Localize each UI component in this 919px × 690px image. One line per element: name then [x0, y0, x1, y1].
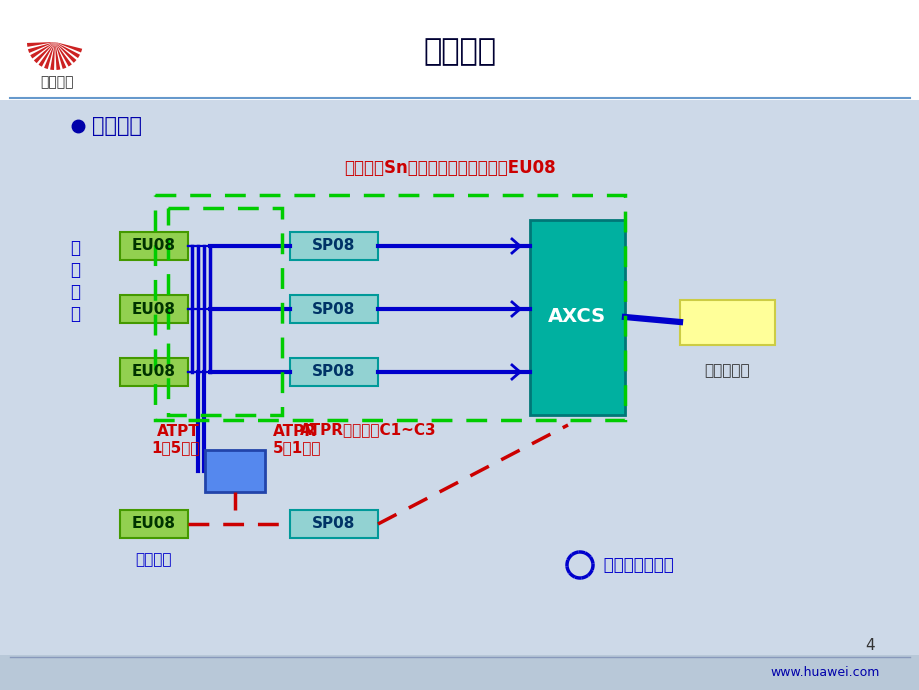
- Text: 1：5广播: 1：5广播: [152, 440, 199, 455]
- Bar: [289, 510, 378, 538]
- Bar: [289, 232, 378, 260]
- Text: www.huawei.com: www.huawei.com: [770, 665, 879, 678]
- Text: 保护过程: 保护过程: [92, 116, 142, 136]
- Bar: [289, 358, 378, 386]
- Wedge shape: [50, 42, 55, 70]
- Text: SP08: SP08: [312, 364, 356, 380]
- Text: 作: 作: [70, 261, 80, 279]
- Bar: [154, 195, 624, 420]
- Wedge shape: [27, 42, 55, 47]
- Bar: [168, 208, 282, 415]
- Bar: [0, 0, 919, 100]
- Text: SP08: SP08: [312, 239, 356, 253]
- Bar: [119, 232, 187, 260]
- Text: 位: 位: [70, 305, 80, 323]
- Text: EU08: EU08: [131, 302, 176, 317]
- Bar: [289, 295, 378, 323]
- Wedge shape: [55, 42, 80, 58]
- Text: 槽: 槽: [70, 283, 80, 301]
- Text: 华为技术: 华为技术: [40, 75, 74, 89]
- Bar: [119, 510, 187, 538]
- Text: EU08: EU08: [131, 517, 176, 531]
- Text: 5：1选收: 5：1选收: [273, 440, 321, 455]
- Bar: [205, 450, 265, 492]
- Bar: [119, 295, 187, 323]
- Bar: [529, 220, 624, 415]
- Text: 工: 工: [70, 239, 80, 257]
- Wedge shape: [55, 42, 76, 63]
- Text: 检测信号失效点: 检测信号失效点: [597, 556, 673, 574]
- Text: ATPR: ATPR: [273, 424, 317, 440]
- Text: 保护槽位: 保护槽位: [136, 552, 172, 567]
- Text: EU08: EU08: [131, 239, 176, 253]
- Wedge shape: [44, 42, 55, 69]
- Wedge shape: [55, 42, 82, 52]
- Wedge shape: [55, 42, 66, 69]
- Text: 4: 4: [864, 638, 874, 653]
- Wedge shape: [34, 42, 55, 63]
- Text: EU08: EU08: [131, 364, 176, 380]
- Wedge shape: [30, 42, 55, 59]
- Text: 保护原理: 保护原理: [423, 37, 496, 66]
- Wedge shape: [55, 42, 61, 70]
- Bar: [679, 300, 774, 345]
- Text: 倒换信号Sn广播发送到各工作槽位EU08: 倒换信号Sn广播发送到各工作槽位EU08: [344, 159, 555, 177]
- Bar: [119, 358, 187, 386]
- Text: 其他线路板: 其他线路板: [703, 363, 749, 378]
- Text: SP08: SP08: [312, 517, 356, 531]
- Text: ATPT: ATPT: [157, 424, 199, 440]
- Bar: [0, 655, 919, 690]
- Wedge shape: [55, 42, 72, 66]
- Wedge shape: [39, 42, 55, 67]
- Text: SP08: SP08: [312, 302, 356, 317]
- Text: ATPR选通信号C1~C3: ATPR选通信号C1~C3: [300, 422, 437, 437]
- Text: AXCS: AXCS: [548, 308, 606, 326]
- Wedge shape: [28, 42, 55, 53]
